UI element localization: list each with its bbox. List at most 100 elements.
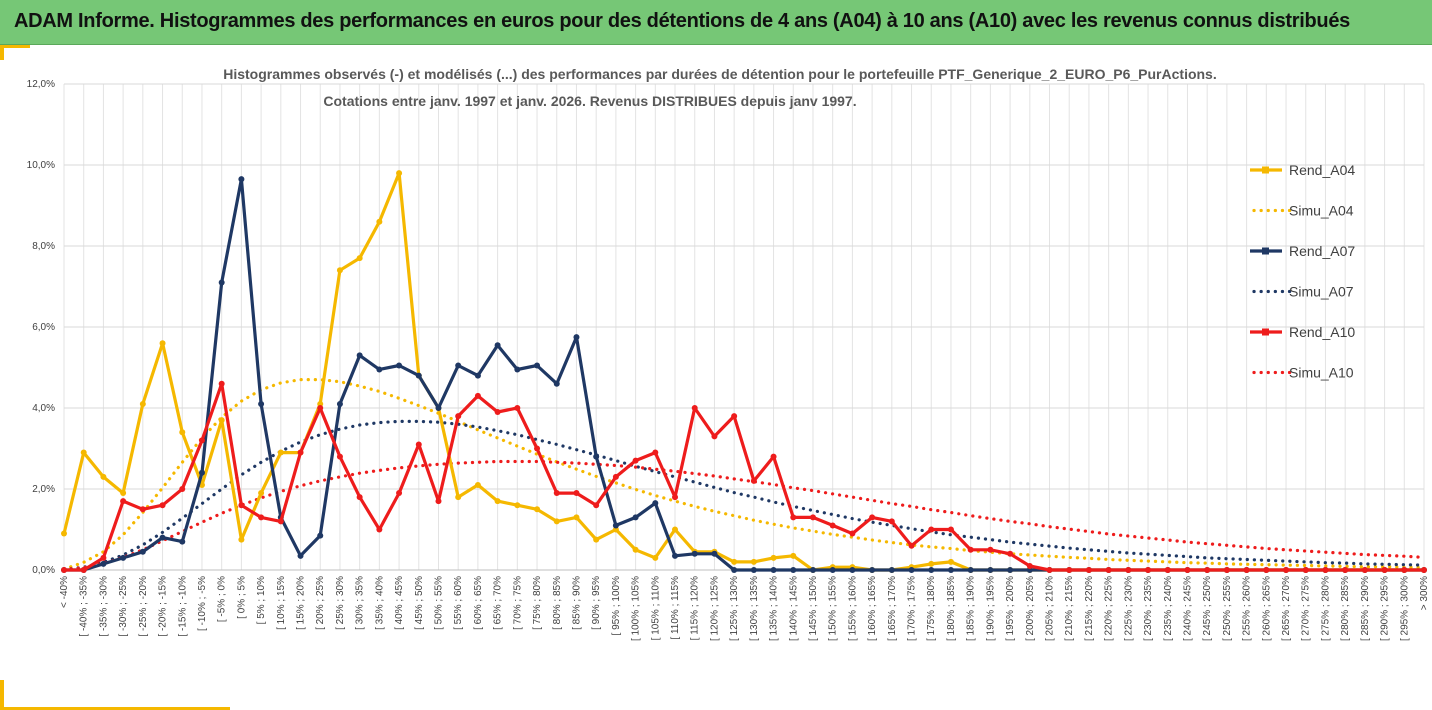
x-tick-label: [ 165% ; 170%: [887, 576, 898, 641]
data-point-rend-a10: [573, 490, 580, 497]
data-point-rend-a10: [809, 514, 816, 521]
data-point-rend-a10: [514, 405, 521, 411]
x-tick-label: [ 100% ; 105%: [631, 576, 642, 641]
data-point-rend-a07: [711, 550, 718, 557]
x-tick-label: [ 60% ; 65%: [473, 576, 484, 630]
data-point-rend-a10: [1066, 567, 1073, 573]
data-point-rend-a10: [967, 546, 974, 553]
data-point-rend-a10: [632, 457, 639, 464]
data-point-rend-a10: [179, 486, 186, 492]
data-point-rend-a10: [100, 554, 107, 561]
data-point-rend-a07: [317, 532, 324, 539]
data-point-rend-a07: [159, 534, 166, 541]
x-tick-label: [ 195% ; 200%: [1005, 576, 1016, 641]
y-tick-label: 0,0%: [32, 565, 55, 576]
data-point-rend-a10: [356, 494, 363, 501]
x-tick-label: [ -25% ; -20%: [138, 576, 149, 637]
x-tick-label: [ 150% ; 155%: [828, 576, 839, 641]
x-tick-label: [ -40% ; -35%: [79, 576, 90, 637]
data-point-rend-a07: [731, 567, 738, 573]
series-line-rend-a04: [62, 171, 1424, 572]
data-point-rend-a10: [1046, 567, 1053, 573]
data-point-rend-a10: [80, 567, 87, 573]
data-point-rend-a04: [179, 429, 186, 436]
data-point-rend-a10: [987, 546, 994, 553]
x-tick-label: [ 45% ; 50%: [414, 576, 425, 630]
data-point-rend-a10: [908, 542, 915, 549]
data-point-rend-a04: [494, 498, 501, 505]
x-tick-label: [ -20% ; -15%: [158, 576, 169, 637]
legend-label-rend-a04: Rend_A04: [1289, 162, 1355, 178]
data-point-rend-a10: [553, 490, 560, 497]
data-point-rend-a10: [1263, 567, 1270, 573]
data-point-rend-a10: [139, 506, 146, 513]
x-tick-label: [ 235% ; 240%: [1163, 576, 1174, 641]
series-lines: [61, 170, 1427, 573]
data-point-rend-a07: [987, 567, 994, 573]
x-tick-label: [ 15% ; 20%: [296, 576, 307, 630]
data-point-rend-a10: [336, 453, 343, 460]
data-point-rend-a10: [731, 413, 738, 420]
data-point-rend-a04: [139, 400, 146, 407]
series-line-rend-a10: [64, 382, 1424, 572]
data-point-rend-a10: [711, 433, 718, 440]
data-point-rend-a10: [928, 526, 935, 533]
x-tick-label: [ 30% ; 35%: [355, 576, 366, 630]
data-point-rend-a07: [415, 372, 422, 379]
data-point-rend-a10: [750, 477, 757, 484]
data-point-rend-a10: [455, 413, 462, 420]
data-point-rend-a10: [1145, 567, 1152, 573]
x-tick-label: [ 160% ; 165%: [867, 576, 878, 641]
data-point-rend-a04: [632, 546, 639, 553]
data-point-rend-a07: [869, 567, 876, 573]
gridlines: [63, 83, 1425, 571]
x-tick-label: [ 90% ; 95%: [591, 576, 602, 630]
data-point-rend-a04: [238, 536, 245, 543]
data-point-rend-a10: [1283, 567, 1290, 573]
data-point-rend-a10: [1361, 567, 1368, 573]
data-point-rend-a10: [1381, 567, 1388, 573]
x-tick-label: [ 205% ; 210%: [1045, 576, 1056, 641]
y-tick-label: 2,0%: [32, 484, 55, 495]
x-tick-label: [ 110% ; 115%: [670, 576, 681, 640]
x-tick-label: [ -15% ; -10%: [177, 576, 188, 637]
data-point-rend-a07: [888, 567, 895, 573]
data-point-rend-a07: [218, 279, 225, 286]
x-tick-label: [ 175% ; 180%: [926, 576, 937, 641]
data-point-rend-a10: [198, 437, 205, 444]
data-point-rend-a04: [474, 481, 481, 488]
x-tick-label: [ 255% ; 260%: [1242, 576, 1253, 641]
data-point-rend-a10: [1322, 567, 1329, 573]
chart: Histogrammes observés (-) et modélisés (…: [27, 66, 1430, 641]
data-point-rend-a10: [947, 526, 954, 533]
data-point-rend-a07: [435, 405, 442, 411]
data-point-rend-a04: [61, 530, 67, 537]
data-point-rend-a10: [652, 449, 659, 456]
x-tick-label: [ 10% ; 15%: [276, 576, 287, 630]
data-point-rend-a07: [790, 567, 797, 573]
data-point-rend-a10: [1105, 567, 1112, 573]
banner-title: ADAM Informe. Histogrammes des performan…: [14, 10, 1350, 32]
x-tick-label: [ 220% ; 225%: [1104, 576, 1115, 641]
data-point-rend-a07: [120, 554, 127, 561]
x-tick-label: [ 130% ; 135%: [749, 576, 760, 641]
series-line-rend-a07: [64, 177, 1424, 572]
x-tick-label: > 300%: [1419, 576, 1430, 610]
x-tick-label: [ 125% ; 130%: [729, 576, 740, 641]
data-point-rend-a10: [770, 453, 777, 460]
data-point-rend-a10: [474, 392, 481, 399]
series-line-simu-a07: [62, 419, 1426, 572]
x-tick-label: [ 295% ; 300%: [1399, 576, 1410, 641]
data-point-rend-a07: [297, 552, 304, 559]
top-accent-bar: [0, 45, 30, 48]
data-point-rend-a10: [396, 490, 403, 497]
data-point-rend-a07: [1007, 567, 1014, 573]
data-point-rend-a04: [652, 554, 659, 561]
data-point-rend-a10: [159, 502, 166, 509]
data-point-rend-a04: [277, 449, 284, 456]
header-banner: ADAM Informe. Histogrammes des performan…: [0, 0, 1432, 45]
data-point-rend-a10: [120, 498, 127, 505]
data-point-rend-a04: [396, 170, 403, 177]
x-tick-label: [ 35% ; 40%: [374, 576, 385, 630]
data-point-rend-a07: [100, 560, 107, 567]
